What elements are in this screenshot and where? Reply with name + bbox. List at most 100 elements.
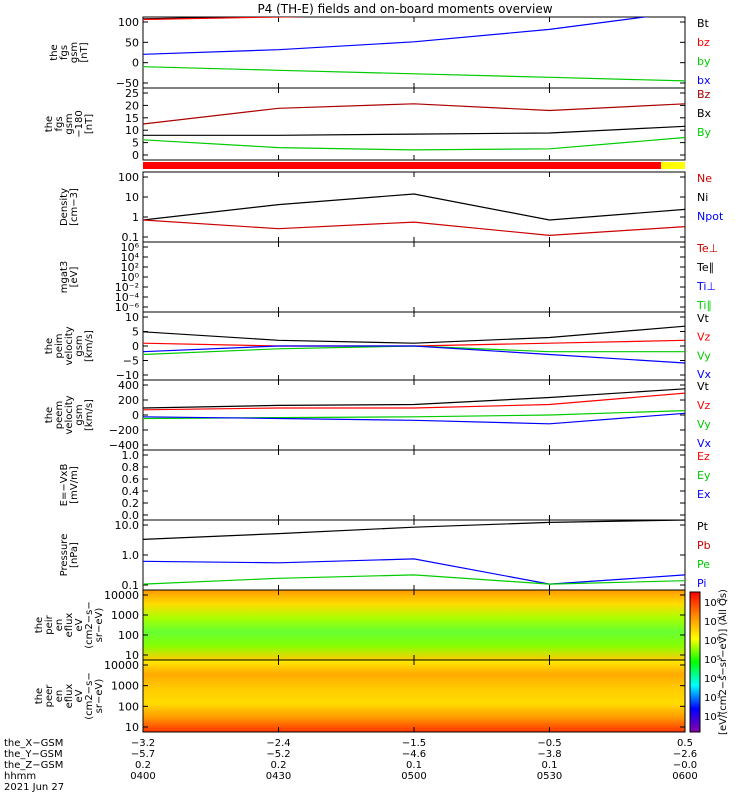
- y-axis-label: [km/s]: [84, 330, 95, 362]
- panel-pressure: 10.0 1.0 0.1 Pressure [nPa] Pt Pb Pe Pi: [59, 519, 711, 592]
- y-tick-label: 0: [132, 149, 139, 162]
- legend-entry: Ne: [697, 172, 712, 185]
- legend-entry: Vt: [697, 380, 710, 393]
- y-axis-label: velocity: [64, 395, 75, 434]
- panel-frame: [142, 241, 686, 313]
- y-tick-label: 10⁴: [121, 251, 140, 264]
- y-axis-label: (cm2−s−: [84, 672, 95, 719]
- y-axis-label: [mV/m]: [69, 466, 80, 504]
- y-tick-label: 1.0: [122, 449, 140, 462]
- spectrogram-fill: [143, 590, 685, 660]
- y-axis-label: gsm: [64, 113, 75, 134]
- y-tick-label: −50: [116, 77, 139, 90]
- y-axis-label: en: [54, 619, 65, 632]
- x-column-value: 0430: [266, 771, 291, 782]
- y-tick-label: 100: [118, 171, 139, 184]
- y-tick-label: 10: [125, 649, 139, 662]
- y-tick-label: 0.6: [122, 473, 140, 486]
- x-column-value: −2.6: [673, 749, 697, 760]
- x-column-value: −4.6: [402, 749, 426, 760]
- y-axis-label: peir: [44, 614, 55, 634]
- y-tick-label: 100: [118, 629, 139, 642]
- legend-entry: Ex: [697, 488, 711, 501]
- series-line-pressure-pi: [143, 558, 685, 585]
- legend-entry: By: [697, 126, 712, 139]
- x-column-value: 0500: [401, 771, 426, 782]
- legend-entry: Vx: [697, 437, 712, 450]
- x-column-value: 0400: [130, 771, 155, 782]
- legend-entry: Vy: [697, 418, 711, 431]
- legend-entry: Vz: [697, 331, 711, 344]
- colorbar-tick-label: 10⁶: [704, 636, 721, 647]
- x-column-value: 0.1: [542, 760, 558, 771]
- x-column-value: 0.2: [271, 760, 287, 771]
- y-tick-label: 0: [132, 409, 139, 422]
- panel-peim-velocity: 10 50 −5−10 the peim velocity gsm [km/s] Vt Vz Vy V…: [44, 311, 712, 382]
- x-row-label: the_Y−GSM: [4, 749, 63, 760]
- y-tick-label: −5: [123, 355, 139, 368]
- y-axis-label: gsm: [74, 404, 85, 425]
- series-line-peem-velocity-vt: [143, 388, 685, 409]
- y-tick-label: 200: [118, 394, 139, 407]
- x-column-value: −3.2: [131, 738, 155, 749]
- panel-frame: [142, 449, 686, 521]
- legend-entry: Bz: [697, 88, 711, 101]
- y-tick-label: −400: [109, 439, 139, 452]
- legend-entry: Vt: [697, 312, 710, 325]
- y-axis-label: the: [44, 116, 55, 132]
- colorbar-tick-label: 10⁷: [704, 617, 721, 628]
- x-column-value: −5.2: [266, 749, 290, 760]
- x-column-value: −1.5: [402, 738, 426, 749]
- y-tick-label: 100: [118, 700, 139, 713]
- series-line-peem-velocity-vx: [143, 412, 685, 425]
- panel-frame: [142, 519, 686, 591]
- y-axis-label: [eV]: [69, 267, 80, 288]
- series-line-peim-velocity-vy: [143, 345, 685, 356]
- series-line-fgs-bx: [143, 17, 650, 55]
- y-axis-label: eV: [74, 618, 85, 631]
- y-tick-label: −10: [116, 369, 139, 382]
- y-axis-label: mgat3: [59, 261, 70, 294]
- x-row-label: the_Z−GSM: [4, 760, 63, 771]
- y-tick-label: 50: [125, 36, 139, 49]
- y-axis-label: fgs: [54, 116, 65, 131]
- y-tick-label: 0: [132, 340, 139, 353]
- x-column-value: −2.4: [266, 738, 290, 749]
- legend-entry: Vy: [697, 349, 711, 362]
- y-axis-label: [km/s]: [84, 399, 95, 431]
- series-line-fgs-by: [143, 66, 685, 82]
- legend-entry: Bt: [697, 17, 710, 30]
- y-tick-label: 0.1: [122, 231, 140, 244]
- legend-entry: by: [697, 55, 711, 68]
- flag-bar-red: [143, 162, 661, 169]
- y-axis-label: eV: [74, 689, 85, 702]
- y-tick-label: 20: [125, 99, 139, 112]
- y-axis-label: Density: [59, 188, 70, 226]
- colorbar-tick-label: 10⁴: [704, 674, 721, 685]
- y-tick-label: 10.0: [115, 519, 140, 532]
- y-tick-label: 10⁰: [121, 271, 140, 284]
- y-tick-label: 15: [125, 112, 139, 125]
- legend-entry: Pb: [697, 539, 711, 552]
- y-tick-label: 10000: [104, 659, 139, 672]
- colorbar-tick-label: 10³: [704, 693, 721, 704]
- legend-entry: Pi: [697, 577, 706, 590]
- y-axis-label: −180: [74, 110, 85, 137]
- panel-frame: [142, 87, 686, 161]
- y-tick-label: 0.0: [122, 509, 140, 522]
- legend-entry: Npot: [697, 210, 724, 223]
- y-tick-label: 10⁻²: [115, 281, 139, 294]
- y-tick-label: 10²: [121, 261, 139, 274]
- y-tick-label: 1000: [111, 680, 139, 693]
- y-axis-label: the: [44, 338, 55, 354]
- panel-peir-spectrogram: 10000 1000 100 10 the peir en eflux eV (cm2−s− sr−…: [34, 589, 686, 662]
- y-tick-label: 10⁶: [121, 241, 140, 254]
- y-axis-label: E=−VxB: [59, 464, 70, 507]
- plot-title: P4 (TH-E) fields and on-board moments ov…: [257, 2, 552, 16]
- y-axis-label: the: [44, 407, 55, 423]
- y-axis-label: peem: [54, 401, 65, 429]
- y-tick-label: 1.0: [122, 549, 140, 562]
